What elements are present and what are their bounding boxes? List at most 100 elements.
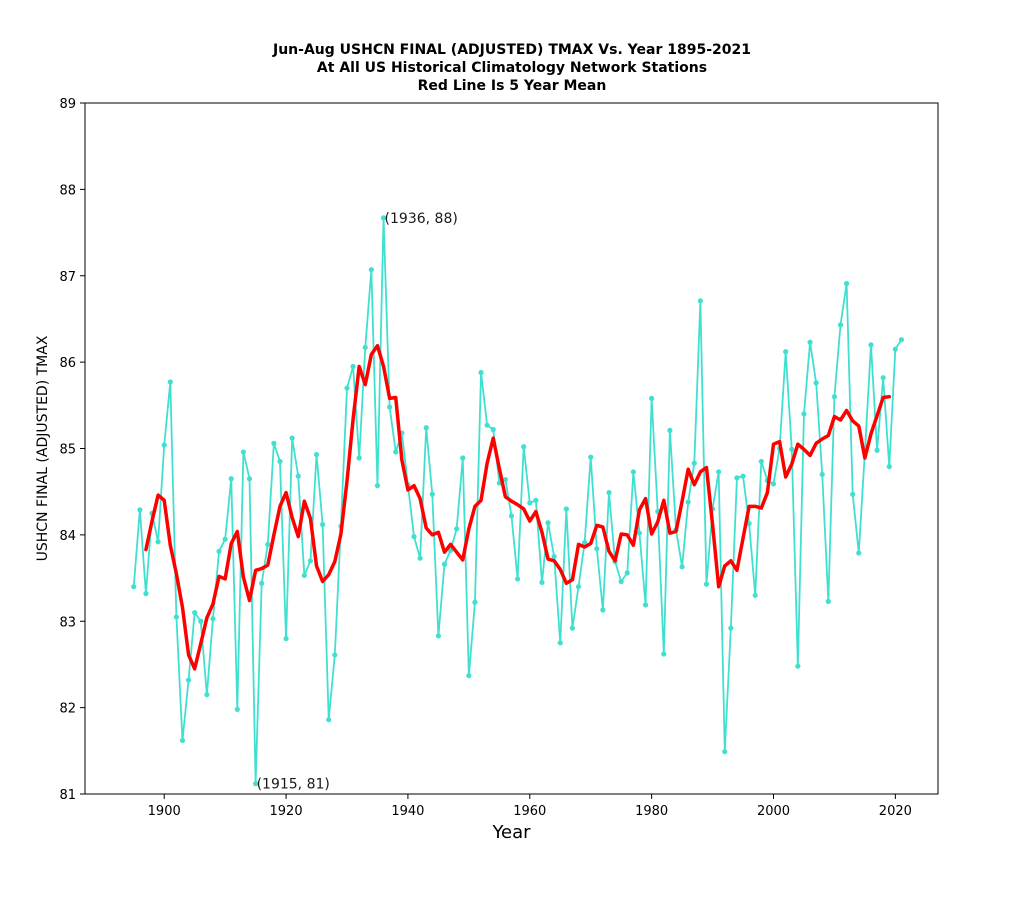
data-point bbox=[460, 455, 466, 461]
data-point bbox=[770, 481, 777, 487]
data-point bbox=[313, 451, 320, 458]
data-point bbox=[874, 447, 880, 453]
data-point bbox=[234, 706, 240, 712]
x-tick-label: 1900 bbox=[148, 804, 181, 819]
data-point bbox=[551, 553, 557, 560]
x-tick-label: 1940 bbox=[391, 804, 424, 819]
data-point bbox=[691, 460, 697, 466]
data-point bbox=[618, 578, 624, 585]
data-point bbox=[295, 473, 301, 479]
data-point bbox=[265, 541, 271, 547]
data-point bbox=[636, 530, 643, 536]
data-point bbox=[527, 500, 533, 506]
data-point bbox=[393, 449, 399, 455]
data-point bbox=[429, 491, 435, 497]
data-point bbox=[563, 506, 569, 512]
data-point bbox=[423, 425, 429, 431]
data-point bbox=[447, 547, 454, 554]
data-point bbox=[228, 476, 234, 482]
data-point bbox=[173, 614, 179, 620]
data-point bbox=[350, 363, 356, 370]
data-point bbox=[892, 346, 898, 352]
data-point bbox=[606, 489, 612, 496]
data-point bbox=[722, 749, 728, 755]
data-point bbox=[807, 339, 813, 345]
data-point bbox=[582, 540, 588, 546]
data-point bbox=[320, 521, 326, 528]
data-point bbox=[137, 507, 143, 513]
data-point bbox=[387, 404, 393, 410]
data-point bbox=[380, 215, 387, 221]
data-point bbox=[344, 385, 350, 391]
data-point bbox=[478, 369, 484, 376]
chart-title: Jun-Aug USHCN FINAL (ADJUSTED) TMAX Vs. … bbox=[272, 42, 751, 94]
data-point bbox=[198, 618, 204, 624]
data-point bbox=[703, 581, 710, 587]
data-point bbox=[466, 673, 472, 679]
data-point bbox=[789, 446, 795, 452]
data-point bbox=[661, 651, 667, 657]
data-point bbox=[734, 475, 740, 481]
data-point bbox=[813, 380, 819, 386]
data-point bbox=[837, 322, 844, 328]
data-point bbox=[514, 576, 521, 582]
mean-series-line bbox=[144, 343, 892, 671]
data-point bbox=[192, 610, 198, 616]
data-point bbox=[679, 564, 685, 570]
y-tick-label: 85 bbox=[59, 443, 76, 458]
data-point bbox=[728, 625, 734, 631]
data-point bbox=[277, 458, 283, 465]
data-point bbox=[521, 444, 527, 450]
data-point bbox=[880, 375, 886, 381]
data-point bbox=[301, 572, 307, 579]
chart-title-line: Jun-Aug USHCN FINAL (ADJUSTED) TMAX Vs. … bbox=[272, 42, 751, 58]
x-axis-label: Year bbox=[491, 822, 531, 843]
data-point bbox=[624, 570, 630, 576]
data-point bbox=[575, 584, 582, 590]
data-point bbox=[441, 561, 448, 567]
data-point bbox=[795, 663, 801, 669]
y-tick-label: 83 bbox=[59, 615, 76, 630]
data-point bbox=[484, 422, 490, 428]
data-point bbox=[259, 580, 265, 586]
data-point bbox=[454, 526, 460, 532]
data-point bbox=[868, 342, 874, 348]
data-point bbox=[716, 469, 722, 475]
data-point bbox=[667, 427, 673, 433]
chart-series bbox=[131, 215, 905, 787]
data-point bbox=[752, 592, 758, 598]
data-point bbox=[539, 579, 545, 585]
chart-title-line: At All US Historical Climatology Network… bbox=[317, 60, 707, 76]
data-point bbox=[185, 677, 192, 683]
data-point bbox=[740, 473, 746, 479]
plot-frame bbox=[84, 102, 939, 795]
data-point bbox=[253, 781, 259, 787]
data-point bbox=[545, 520, 551, 526]
y-tick-label: 82 bbox=[59, 702, 76, 717]
data-point bbox=[533, 497, 539, 503]
chart-title-line: Red Line Is 5 Year Mean bbox=[418, 78, 607, 94]
data-point bbox=[508, 513, 515, 519]
data-point bbox=[362, 344, 368, 351]
data-point bbox=[898, 337, 905, 343]
data-point bbox=[356, 455, 362, 461]
data-point bbox=[783, 349, 789, 355]
data-point bbox=[844, 280, 850, 287]
x-tick-label: 2020 bbox=[879, 804, 912, 819]
data-point bbox=[289, 435, 295, 441]
data-point bbox=[801, 411, 807, 417]
data-point bbox=[649, 395, 655, 401]
x-tick-label: 1920 bbox=[270, 804, 303, 819]
x-tick-label: 1960 bbox=[513, 804, 546, 819]
data-point bbox=[856, 550, 862, 556]
data-point bbox=[819, 471, 825, 478]
data-point bbox=[283, 635, 289, 642]
data-point bbox=[594, 546, 600, 552]
data-point bbox=[600, 607, 606, 613]
data-point bbox=[246, 476, 253, 482]
y-tick-label: 89 bbox=[59, 97, 76, 112]
data-point bbox=[697, 298, 703, 304]
data-point bbox=[850, 491, 856, 497]
point-annotation: (1915, 81) bbox=[257, 777, 330, 793]
data-point bbox=[417, 555, 423, 561]
